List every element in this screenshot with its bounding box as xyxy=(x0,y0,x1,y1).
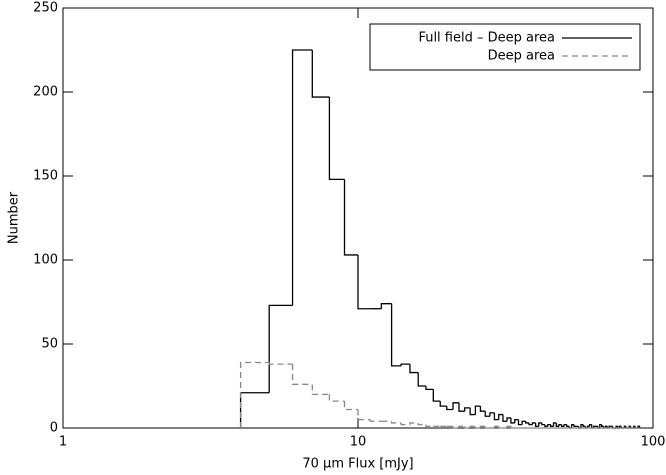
histogram-bin xyxy=(458,425,465,428)
histogram-bin xyxy=(380,303,392,309)
histogram-bin xyxy=(566,424,570,427)
histogram-bin xyxy=(563,423,567,427)
histogram-bin xyxy=(571,423,575,428)
histogram-bin xyxy=(458,402,465,412)
histogram-bin xyxy=(506,425,511,428)
x-tick-label: 1 xyxy=(59,435,67,450)
histogram-bin xyxy=(239,392,270,428)
histogram-bin xyxy=(558,423,562,427)
x-axis-label: 70 μm Flux [mJy] xyxy=(302,457,413,472)
histogram-bin xyxy=(417,372,426,387)
histogram-bin xyxy=(425,424,434,427)
histogram-bin xyxy=(479,425,486,428)
histogram-bin xyxy=(538,422,542,427)
histogram-bin xyxy=(268,304,293,393)
histogram-bin xyxy=(452,402,460,410)
histogram-bin xyxy=(484,411,490,417)
histogram-bin xyxy=(239,361,270,428)
histogram-bin xyxy=(357,254,371,310)
histogram-bin xyxy=(390,303,402,367)
histogram-bin xyxy=(502,414,508,422)
histogram-bin xyxy=(328,97,345,181)
y-axis-label: Number xyxy=(7,191,22,244)
histogram-bin xyxy=(439,401,447,407)
histogram-bin xyxy=(390,421,402,424)
histogram-bin xyxy=(400,363,410,366)
histogram-bin xyxy=(517,419,523,426)
histogram-bin xyxy=(489,412,495,417)
histogram-bin xyxy=(409,422,419,425)
histogram-bin xyxy=(534,422,539,427)
histogram-bin xyxy=(560,424,565,427)
histogram-bin xyxy=(291,364,313,385)
histogram-bin xyxy=(550,424,554,427)
histogram-bin xyxy=(464,407,471,412)
histogram-bin xyxy=(531,422,536,425)
histogram-bin xyxy=(369,419,382,422)
histogram-bin xyxy=(409,364,419,374)
histogram-bin xyxy=(552,422,557,427)
histogram-bin xyxy=(474,405,481,415)
histogram-bin xyxy=(417,422,426,426)
histogram-bin xyxy=(498,426,503,429)
histogram-bin xyxy=(311,50,330,98)
plot-frame xyxy=(62,7,654,429)
histogram-bin xyxy=(343,179,358,256)
histogram-bin xyxy=(343,401,358,411)
histogram-bin xyxy=(400,422,410,426)
histogram-bin xyxy=(506,417,511,422)
histogram-bin xyxy=(582,424,586,427)
histogram-bin xyxy=(464,426,471,429)
histogram-bin xyxy=(493,425,499,428)
histogram-bin xyxy=(514,418,519,423)
legend-box xyxy=(369,23,641,71)
legend-label: Full field – Deep area xyxy=(418,31,555,46)
legend-label: Deep area xyxy=(488,49,555,64)
histogram-bin xyxy=(268,362,293,365)
histogram-bin xyxy=(580,423,584,428)
histogram-bin xyxy=(528,422,533,426)
y-tick-label: 200 xyxy=(33,85,58,100)
y-tick-label: 250 xyxy=(33,1,58,16)
x-tick-label: 100 xyxy=(641,435,666,450)
histogram-bin xyxy=(521,420,526,425)
histogram-bin xyxy=(291,49,313,306)
histogram-bin xyxy=(544,424,548,427)
histogram-bin xyxy=(510,426,515,429)
histogram-bin xyxy=(541,422,545,426)
histogram-bin xyxy=(311,384,330,396)
histogram-bin xyxy=(637,425,641,428)
histogram-bin xyxy=(446,406,454,411)
histogram-bin xyxy=(479,406,486,412)
histogram-bin xyxy=(432,389,441,402)
histogram-bin xyxy=(589,423,592,427)
histogram-bin xyxy=(469,407,476,416)
histogram-bin xyxy=(425,386,434,391)
y-tick-label: 100 xyxy=(33,253,58,268)
y-tick-label: 50 xyxy=(41,337,58,352)
histogram-bin xyxy=(328,394,345,402)
histogram-bin xyxy=(547,423,551,427)
histogram-bin xyxy=(493,412,499,421)
histogram-bin xyxy=(484,426,490,429)
histogram-bin xyxy=(555,422,559,427)
y-tick-label: 0 xyxy=(50,421,58,436)
histogram-bin xyxy=(573,424,577,427)
histogram-bin xyxy=(474,426,481,429)
histogram-bin xyxy=(524,421,530,424)
y-tick-label: 150 xyxy=(33,169,58,184)
histogram-bin xyxy=(469,425,476,428)
histogram-bin xyxy=(601,424,604,427)
histogram-bin xyxy=(452,426,460,429)
histogram-bin xyxy=(510,417,515,424)
histogram-bin xyxy=(357,409,371,421)
histogram-bin xyxy=(498,413,503,420)
x-tick-label: 10 xyxy=(350,435,367,450)
